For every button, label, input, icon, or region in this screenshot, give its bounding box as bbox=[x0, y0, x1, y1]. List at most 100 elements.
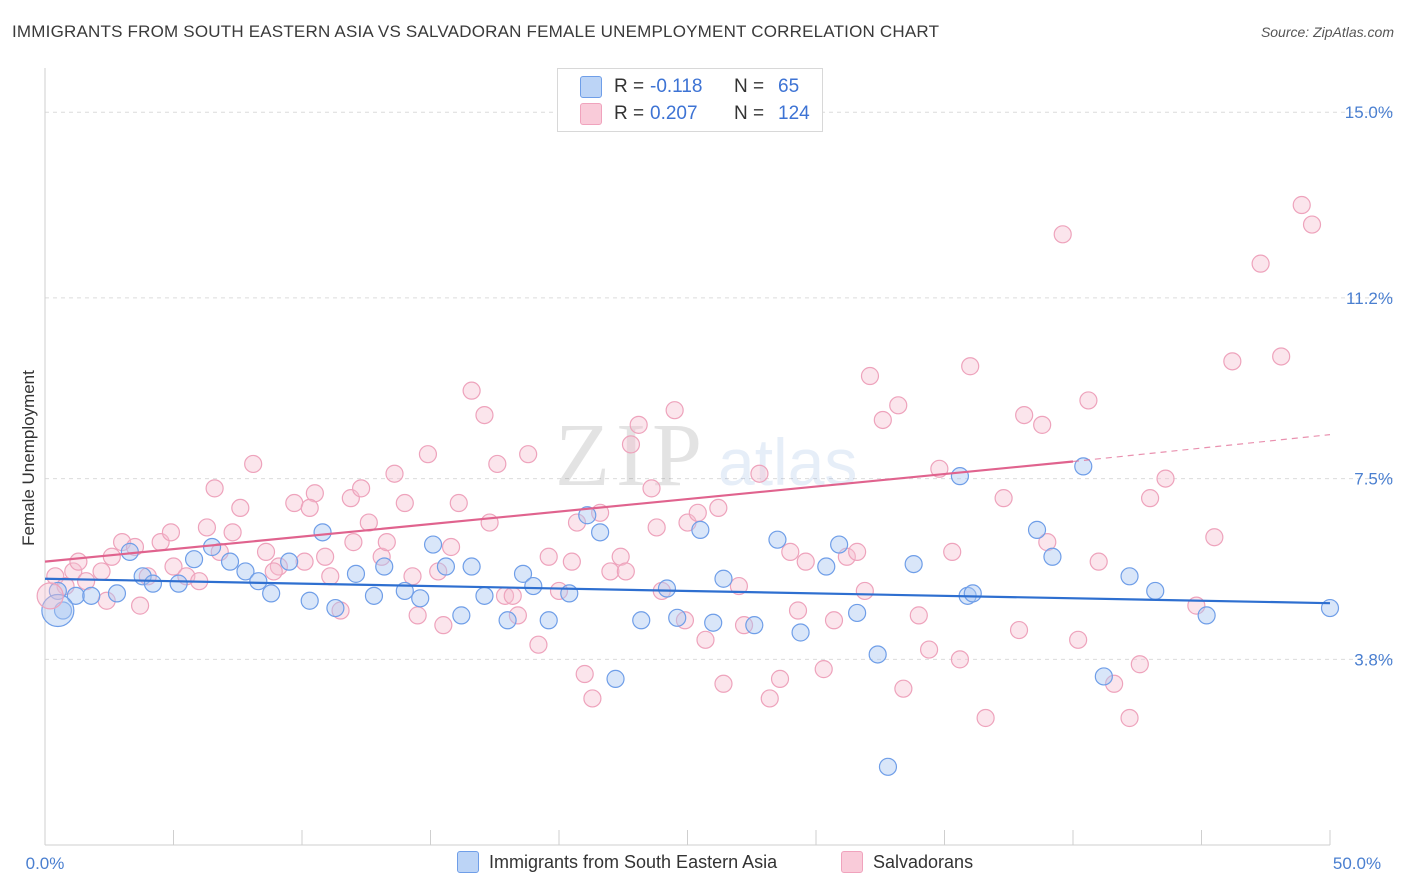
legend-row-series-1: R = -0.118 N = 65 bbox=[580, 75, 799, 99]
point-salvadorans bbox=[1205, 528, 1224, 547]
point-immigrants bbox=[262, 584, 281, 603]
watermark: ZIP atlas bbox=[555, 406, 857, 505]
point-immigrants bbox=[313, 523, 332, 542]
legend-row-series-2: R = 0.207 N = 124 bbox=[580, 102, 810, 126]
point-salvadorans bbox=[696, 630, 715, 649]
point-immigrants bbox=[169, 574, 188, 593]
point-salvadorans bbox=[449, 493, 468, 513]
point-salvadorans bbox=[519, 445, 538, 464]
point-salvadorans bbox=[961, 357, 980, 376]
point-immigrants bbox=[41, 593, 75, 628]
point-salvadorans bbox=[1120, 708, 1139, 728]
point-salvadorans bbox=[161, 523, 181, 542]
trend-extension-salvadorans bbox=[1072, 434, 1331, 463]
point-immigrants bbox=[950, 467, 970, 486]
legend-n-label: N = bbox=[734, 76, 765, 97]
point-salvadorans bbox=[244, 454, 263, 474]
point-salvadorans bbox=[750, 464, 769, 483]
watermark-zip: ZIP bbox=[555, 406, 708, 505]
point-salvadorans bbox=[1130, 655, 1149, 674]
point-salvadorans bbox=[1140, 489, 1160, 508]
point-salvadorans bbox=[781, 542, 800, 561]
point-salvadorans bbox=[714, 674, 733, 693]
point-salvadorans bbox=[441, 537, 461, 557]
point-salvadorans bbox=[1053, 225, 1072, 244]
point-salvadorans bbox=[36, 582, 64, 610]
point-salvadorans bbox=[344, 533, 363, 552]
trend-lines bbox=[44, 434, 1331, 605]
point-salvadorans bbox=[770, 669, 790, 688]
point-salvadorans bbox=[616, 562, 635, 581]
legend-r-value: 0.207 bbox=[650, 103, 698, 124]
point-immigrants bbox=[714, 569, 733, 588]
point-immigrants bbox=[904, 554, 923, 574]
point-salvadorans bbox=[488, 454, 507, 474]
point-salvadorans bbox=[205, 479, 224, 498]
point-immigrants bbox=[423, 535, 443, 554]
point-immigrants bbox=[107, 584, 127, 603]
point-salvadorans bbox=[709, 498, 728, 518]
legend-swatch-pink bbox=[841, 851, 863, 873]
point-immigrants bbox=[868, 645, 887, 664]
legend-swatch-blue bbox=[580, 76, 602, 98]
point-salvadorans bbox=[529, 635, 548, 654]
point-salvadorans bbox=[539, 547, 558, 566]
point-salvadorans bbox=[814, 660, 833, 679]
x-tick-label: 50.0% bbox=[1333, 854, 1381, 873]
point-salvadorans bbox=[197, 518, 217, 537]
y-axis-label: Female Unemployment bbox=[19, 370, 38, 546]
point-salvadorans bbox=[462, 381, 481, 400]
point-salvadorans bbox=[231, 498, 250, 518]
point-salvadorans bbox=[434, 616, 453, 635]
y-tick-label: 3.8% bbox=[1354, 650, 1393, 669]
point-salvadorans bbox=[1105, 674, 1124, 693]
point-immigrants bbox=[817, 557, 836, 576]
point-salvadorans bbox=[629, 415, 648, 434]
point-salvadorans bbox=[562, 552, 581, 571]
point-salvadorans bbox=[950, 650, 970, 669]
point-salvadorans bbox=[1272, 347, 1291, 366]
point-immigrants bbox=[691, 520, 710, 539]
series-legend: Immigrants from South Eastern Asia Salva… bbox=[0, 851, 1406, 877]
y-tick-label: 7.5% bbox=[1354, 470, 1393, 489]
point-salvadorans bbox=[418, 445, 438, 464]
point-salvadorans bbox=[1292, 195, 1311, 215]
point-salvadorans bbox=[909, 606, 928, 625]
point-salvadorans bbox=[1223, 352, 1242, 371]
legend-r-label: R = bbox=[614, 103, 645, 124]
point-salvadorans bbox=[601, 562, 620, 581]
point-salvadorans bbox=[480, 513, 499, 532]
point-salvadorans bbox=[894, 679, 913, 698]
legend-item-salvadorans: Salvadorans bbox=[841, 851, 973, 873]
point-salvadorans bbox=[943, 542, 962, 561]
point-salvadorans bbox=[873, 410, 892, 430]
point-immigrants bbox=[364, 586, 384, 605]
point-salvadorans bbox=[130, 596, 150, 615]
point-salvadorans bbox=[665, 401, 684, 420]
point-salvadorans bbox=[788, 601, 808, 620]
point-salvadorans bbox=[1302, 215, 1322, 234]
point-salvadorans bbox=[321, 567, 340, 586]
point-immigrants bbox=[375, 557, 394, 576]
point-salvadorans bbox=[264, 562, 283, 581]
point-salvadorans bbox=[1033, 415, 1052, 434]
point-immigrants bbox=[66, 586, 85, 605]
point-immigrants bbox=[513, 564, 533, 583]
watermark-atlas: atlas bbox=[718, 425, 857, 499]
data-points bbox=[36, 195, 1340, 776]
point-immigrants bbox=[848, 603, 867, 623]
point-immigrants bbox=[1074, 457, 1093, 476]
point-immigrants bbox=[436, 557, 456, 576]
x-tick-label: 0.0% bbox=[26, 854, 65, 873]
point-immigrants bbox=[452, 606, 471, 625]
point-immigrants bbox=[560, 584, 579, 603]
source-note: Source: ZipAtlas.com bbox=[1260, 24, 1394, 40]
point-salvadorans bbox=[729, 576, 749, 596]
point-immigrants bbox=[704, 613, 723, 632]
point-immigrants bbox=[411, 589, 430, 608]
legend-item-immigrants: Immigrants from South Eastern Asia bbox=[457, 851, 777, 873]
point-salvadorans bbox=[575, 664, 594, 684]
point-salvadorans bbox=[919, 640, 939, 659]
point-immigrants bbox=[184, 550, 204, 569]
